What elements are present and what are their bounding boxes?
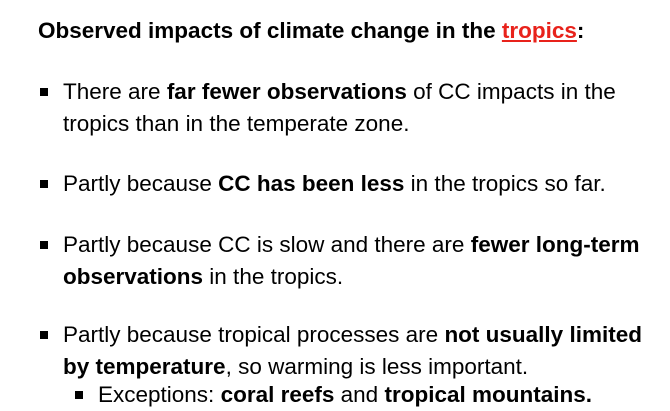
sub-bullet-text: Exceptions:	[98, 382, 221, 407]
bullet-cc-less: Partly because CC has been less in the t…	[40, 168, 663, 200]
bullet-text: in the tropics so far.	[404, 171, 606, 196]
title-suffix: :	[576, 18, 585, 43]
sub-bullet-text: and	[334, 382, 385, 407]
bullet-long-term-observations: Partly because CC is slow and there are …	[40, 229, 663, 293]
square-bullet-icon	[40, 180, 48, 188]
bullet-text: in the tropics.	[203, 264, 344, 289]
title-text: Observed impacts of climate change in th…	[38, 18, 502, 43]
bullet-temperature-limits: Partly because tropical processes are no…	[40, 319, 663, 383]
bullet-bold-text: CC has been less	[218, 171, 405, 196]
sub-bullet-bold-text: coral reefs	[220, 382, 335, 407]
bullet-fewer-observations: There are far fewer observations of CC i…	[40, 76, 663, 140]
bullet-bold-text: not usually limited by temperature	[63, 322, 642, 379]
bullet-text: Partly because	[63, 171, 219, 196]
bullet-text: There are	[63, 79, 167, 104]
sub-bullet-bold-text: tropical mountains.	[384, 382, 592, 407]
bullet-bold-text: fewer long-term observations	[63, 232, 640, 289]
square-bullet-icon	[40, 241, 48, 249]
title-accent-link[interactable]: tropics	[501, 18, 577, 43]
bullet-text: , so warming is less important.	[225, 354, 529, 379]
square-bullet-icon	[75, 391, 83, 399]
sub-bullet-exceptions: Exceptions: coral reefs and tropical mou…	[75, 379, 663, 411]
bullet-bold-text: far fewer observations	[166, 79, 407, 104]
bullet-text: of CC impacts in the tropics than in the…	[63, 79, 616, 136]
square-bullet-icon	[40, 331, 48, 339]
square-bullet-icon	[40, 88, 48, 96]
bullet-text: Partly because CC is slow and there are	[63, 232, 471, 257]
bullet-text: Partly because tropical processes are	[63, 322, 445, 347]
slide-title: Observed impacts of climate change in th…	[38, 16, 584, 46]
